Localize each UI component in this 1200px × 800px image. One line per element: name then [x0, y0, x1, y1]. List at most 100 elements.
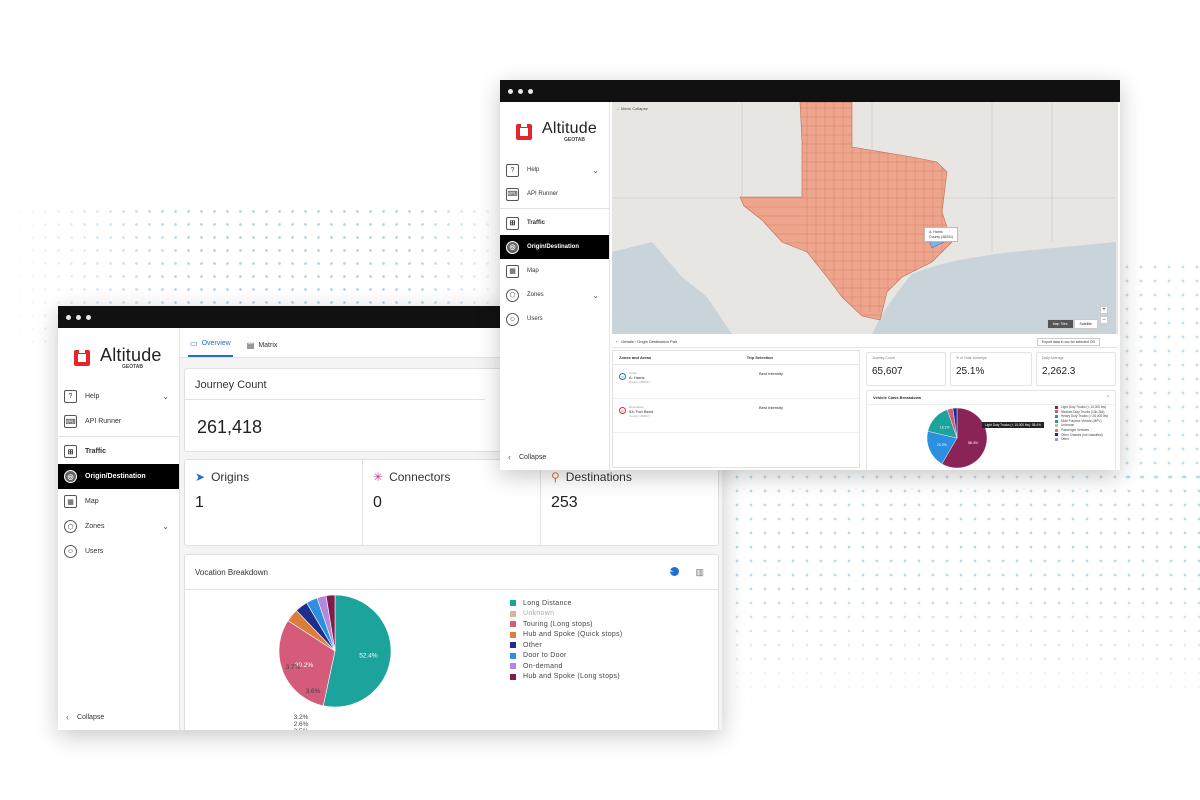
legend-item[interactable]: Medium Duty Trucks (10k-26k) — [1055, 410, 1108, 415]
legend-label: Unknown — [1061, 423, 1075, 428]
column-header: Trip Selection — [746, 355, 773, 360]
journey-count-title: Journey Count — [195, 379, 267, 391]
pie-chart-icon[interactable] — [670, 567, 680, 576]
vehicle-class-card: Vehicle Class Breakdown ◔ 58.4% 20.2% 16.1… — [866, 390, 1116, 470]
sidebar-item-traffic[interactable]: ⊞ Traffic — [58, 439, 179, 464]
zoom-in-button[interactable]: + — [1100, 306, 1108, 314]
table-row[interactable]: D Destination 53: Fort Bend County (4815… — [613, 399, 859, 433]
legend-label: Touring (Long stops) — [523, 620, 593, 628]
sidebar-item-users[interactable]: ☺ Users — [500, 307, 609, 331]
legend-item[interactable]: Door to Door — [510, 651, 623, 662]
pie-slice[interactable] — [325, 594, 336, 652]
legend-item[interactable]: Passenger Vehicles — [1055, 428, 1108, 433]
legend-item[interactable]: Other — [510, 640, 623, 651]
table-row[interactable]: O Origin A: Harris County (48201) Best I… — [613, 365, 859, 399]
sidebar-item-api-runner[interactable]: ⌨ API Runner — [58, 409, 179, 434]
map-canvas[interactable] — [612, 102, 1116, 334]
legend-label: Passenger Vehicles — [1061, 427, 1089, 432]
pie-slice[interactable] — [927, 431, 958, 465]
vehicle-class-legend: Light Duty Trucks (< 10,000 lbs) Medium D… — [1055, 405, 1108, 442]
legend-item[interactable]: On-demand — [510, 661, 623, 672]
map-tiles-button[interactable]: Map Tiles — [1046, 319, 1074, 329]
sidebar-nav: ? Help ⌄ ⌨ API Runner ⊞ Traffic ◎ Origin… — [500, 158, 609, 331]
pie-data-label: 58.4% — [968, 441, 978, 445]
legend-item[interactable]: Hub and Spoke (Long stops) — [510, 672, 623, 683]
sidebar-item-label: Users — [85, 548, 104, 555]
journey-count-stat: Journey Count 65,607 — [866, 352, 946, 386]
legend-item[interactable]: Other — [1055, 437, 1108, 442]
sidebar-item-zones[interactable]: ⬡ Zones ⌄ — [58, 514, 179, 539]
export-csv-button[interactable]: Export data in csv for selected OD — [1036, 338, 1100, 346]
gulf-region — [872, 242, 1116, 334]
brand-name: Altitude — [542, 120, 597, 137]
altitude-logo-icon — [72, 348, 92, 368]
origin-destination-icon: ◎ — [64, 470, 77, 483]
legend-item[interactable]: Long Distance — [510, 598, 623, 609]
legend-item[interactable]: Unknown — [510, 609, 623, 620]
pie-slice[interactable] — [952, 407, 958, 439]
sidebar-item-help[interactable]: ? Help ⌄ — [500, 158, 609, 182]
county-map[interactable]: ← Menu Collapse A: Harris County (48201)… — [612, 102, 1118, 334]
vocation-breakdown-title: Vocation Breakdown — [195, 567, 268, 577]
tab-matrix[interactable]: ▤ Matrix — [245, 341, 280, 357]
sidebar-item-api-runner[interactable]: ⌨ API Runner — [500, 182, 609, 206]
legend-swatch — [1055, 419, 1058, 423]
map-back-link[interactable]: ← Menu Collapse — [616, 106, 648, 111]
collapse-label: Collapse — [519, 453, 547, 461]
chevron-left-icon[interactable]: ‹ — [616, 339, 618, 344]
satellite-button[interactable]: Satellite — [1073, 319, 1098, 329]
legend-label: Multi Purpose Vehicle (MPV) — [1061, 418, 1102, 423]
legend-label: Hub and Spoke (Quick stops) — [523, 631, 623, 639]
pie-chart-icon[interactable]: ◔ — [1105, 394, 1109, 400]
collapse-button[interactable]: ‹ Collapse — [66, 712, 104, 722]
pie-slice[interactable] — [322, 594, 392, 708]
sidebar-item-label: Users — [527, 316, 543, 322]
stat-value: 65,607 — [872, 366, 903, 377]
collapse-button[interactable]: ‹ Collapse — [508, 452, 546, 462]
legend-swatch — [510, 663, 516, 670]
legend-item[interactable]: Hub and Spoke (Quick stops) — [510, 630, 623, 641]
altitude-logo[interactable]: Altitude GEOTAB — [58, 328, 179, 374]
legend-item[interactable]: Touring (Long stops) — [510, 619, 623, 630]
users-icon: ☺ — [506, 312, 519, 326]
destinations-metric: ⚲ Destinations 253 — [541, 460, 718, 545]
legend-swatch — [1055, 414, 1058, 418]
sidebar-item-map[interactable]: ▦ Map — [58, 489, 179, 514]
texas-counties[interactable] — [739, 102, 953, 321]
window-dot — [508, 88, 513, 94]
sidebar-item-origin-destination[interactable]: ◎ Origin/Destination — [58, 464, 179, 489]
map-style-toggle: Map Tiles Satellite — [1046, 319, 1098, 329]
legend-item[interactable]: Heavy Duty Trucks (> 26,000 lbs) — [1055, 414, 1108, 419]
sidebar-item-traffic[interactable]: ⊞ Traffic — [500, 211, 609, 235]
window-dot — [66, 314, 71, 320]
destination-badge-icon: D — [619, 407, 626, 414]
legend-label: Unknown — [523, 610, 555, 618]
zone-name: A: Harris — [629, 375, 645, 380]
zoom-out-button[interactable]: − — [1100, 316, 1108, 324]
legend-item[interactable]: Light Duty Trucks (< 10,000 lbs) — [1055, 405, 1108, 410]
bar-chart-icon[interactable]: ▥ — [695, 567, 704, 577]
zone-name: 53: Fort Bend — [629, 409, 654, 414]
legend-item[interactable]: Multi Purpose Vehicle (MPV) — [1055, 419, 1108, 424]
pie-slice[interactable] — [278, 620, 336, 707]
legend-item[interactable]: Other Classes (not classified) — [1055, 433, 1108, 438]
altitude-logo[interactable]: Altitude GEOTAB — [500, 102, 609, 148]
legend-item[interactable]: Unknown — [1055, 423, 1108, 428]
pie-data-label: 3.7% — [286, 664, 301, 671]
map-icon: ▦ — [64, 495, 77, 508]
sidebar-item-origin-destination[interactable]: ◎ Origin/Destination — [500, 235, 609, 259]
sidebar-item-zones[interactable]: ⬡ Zones ⌄ — [500, 283, 609, 307]
tab-label: Overview — [201, 340, 231, 347]
sidebar-item-map[interactable]: ▦ Map — [500, 259, 609, 283]
sidebar-item-label: Zones — [527, 292, 544, 298]
sidebar-item-label: API Runner — [527, 191, 559, 197]
sidebar-item-users[interactable]: ☺ Users — [58, 539, 179, 564]
sidebar: Altitude GEOTAB ? Help ⌄ ⌨ API Runner ⊞ … — [58, 328, 180, 730]
map-window: Altitude GEOTAB ? Help ⌄ ⌨ API Runner ⊞ … — [500, 80, 1120, 470]
details-title: Details › Origin Destination Pair — [621, 339, 678, 344]
sidebar-item-help[interactable]: ? Help ⌄ — [58, 384, 179, 409]
legend-swatch — [510, 600, 516, 607]
tab-overview[interactable]: ▭ Overview — [188, 339, 233, 357]
pie-slice[interactable] — [941, 407, 988, 469]
